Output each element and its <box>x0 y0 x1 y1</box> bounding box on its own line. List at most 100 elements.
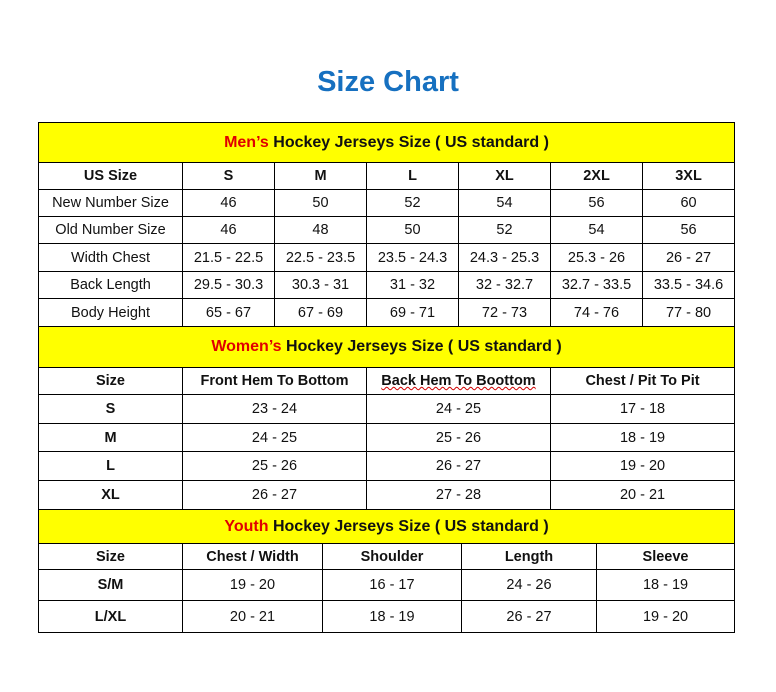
table-cell: 19 - 20 <box>595 600 736 633</box>
table-cell: 56 <box>641 216 736 244</box>
column-header: Chest / Width <box>182 543 323 570</box>
column-header: Length <box>461 543 597 570</box>
table-cell: 22.5 - 23.5 <box>274 243 367 272</box>
table-cell: 31 - 32 <box>366 271 459 299</box>
header-row: US Size S M L XL 2XL 3XL <box>38 162 736 190</box>
column-header: Back Hem To Boottom <box>366 367 551 395</box>
table-cell: 20 - 21 <box>549 480 736 510</box>
row-label: Back Length <box>38 271 183 299</box>
table-cell: 25 - 26 <box>366 423 551 452</box>
table-cell: 24.3 - 25.3 <box>458 243 551 272</box>
row-label: L/XL <box>38 600 183 633</box>
row-label: M <box>38 423 183 452</box>
table-cell: 19 - 20 <box>549 451 736 481</box>
table-cell: 26 - 27 <box>182 480 367 510</box>
header-row: Size Front Hem To Bottom Back Hem To Boott… <box>38 367 736 395</box>
table-cell: 50 <box>274 189 367 217</box>
women-highlight: Women’s <box>211 338 282 355</box>
table-cell: 24 - 26 <box>461 569 597 601</box>
row-label: S/M <box>38 569 183 601</box>
table-cell: 52 <box>366 189 459 217</box>
table-cell: 26 - 27 <box>366 451 551 481</box>
table-row: L/XL 20 - 21 18 - 19 26 - 27 19 - 20 <box>38 600 736 633</box>
header-row: Size Chest / Width Shoulder Length Sleeve <box>38 543 736 570</box>
table-cell: 54 <box>458 189 551 217</box>
men-size-table: Men’s Hockey Jerseys Size ( US standard … <box>37 122 736 327</box>
column-header: Chest / Pit To Pit <box>549 367 736 395</box>
youth-title-rest: Hockey Jerseys Size ( US standard ) <box>268 517 549 535</box>
table-cell: 24 - 25 <box>182 423 367 452</box>
table-cell: 33.5 - 34.6 <box>641 271 736 299</box>
table-row: Width Chest 21.5 - 22.5 22.5 - 23.5 23.5 - … <box>38 243 736 272</box>
table-cell: 18 - 19 <box>322 600 462 633</box>
table-cell: 25 - 26 <box>182 451 367 481</box>
table-cell: 54 <box>550 216 643 244</box>
table-cell: 26 - 27 <box>641 243 736 272</box>
youth-section-title: Youth Hockey Jerseys Size ( US standard … <box>37 509 736 544</box>
page-title: Size Chart <box>317 66 459 98</box>
table-cell: 17 - 18 <box>549 394 736 424</box>
youth-size-table: Youth Hockey Jerseys Size ( US standard … <box>37 509 736 633</box>
column-header: 2XL <box>550 162 643 190</box>
table-cell: 74 - 76 <box>550 298 643 327</box>
table-cell: 32 - 32.7 <box>458 271 551 299</box>
table-cell: 77 - 80 <box>641 298 736 327</box>
column-header: L <box>366 162 459 190</box>
women-title-rest: Hockey Jerseys Size ( US standard ) <box>281 338 562 355</box>
table-cell: 32.7 - 33.5 <box>550 271 643 299</box>
table-cell: 67 - 69 <box>274 298 367 327</box>
table-cell: 26 - 27 <box>461 600 597 633</box>
column-header: Size <box>38 543 183 570</box>
column-header: S <box>182 162 275 190</box>
column-header: Size <box>38 367 183 395</box>
table-cell: 24 - 25 <box>366 394 551 424</box>
table-cell: 23.5 - 24.3 <box>366 243 459 272</box>
table-row: M 24 - 25 25 - 26 18 - 19 <box>38 423 736 452</box>
table-cell: 52 <box>458 216 551 244</box>
women-size-table: Women’s Hockey Jerseys Size ( US standar… <box>37 326 736 510</box>
table-cell: 48 <box>274 216 367 244</box>
table-cell: 21.5 - 22.5 <box>182 243 275 272</box>
row-label: XL <box>38 480 183 510</box>
row-label: Old Number Size <box>38 216 183 244</box>
table-cell: 30.3 - 31 <box>274 271 367 299</box>
table-cell: 18 - 19 <box>595 569 736 601</box>
column-header-text: Back Hem To Boottom <box>381 373 536 389</box>
row-label: Body Height <box>38 298 183 327</box>
table-cell: 60 <box>641 189 736 217</box>
table-cell: 19 - 20 <box>182 569 323 601</box>
table-cell: 46 <box>182 216 275 244</box>
table-row: S 23 - 24 24 - 25 17 - 18 <box>38 394 736 424</box>
youth-highlight: Youth <box>224 517 269 535</box>
table-row: Old Number Size 46 48 50 52 54 56 <box>38 216 736 244</box>
table-cell: 69 - 71 <box>366 298 459 327</box>
column-header: Sleeve <box>595 543 736 570</box>
row-label: L <box>38 451 183 481</box>
column-header: M <box>274 162 367 190</box>
table-row: XL 26 - 27 27 - 28 20 - 21 <box>38 480 736 510</box>
table-cell: 29.5 - 30.3 <box>182 271 275 299</box>
table-cell: 25.3 - 26 <box>550 243 643 272</box>
table-row: New Number Size 46 50 52 54 56 60 <box>38 189 736 217</box>
column-header: Front Hem To Bottom <box>182 367 367 395</box>
table-row: L 25 - 26 26 - 27 19 - 20 <box>38 451 736 481</box>
column-header: 3XL <box>641 162 736 190</box>
women-section-title: Women’s Hockey Jerseys Size ( US standar… <box>37 326 736 368</box>
table-cell: 27 - 28 <box>366 480 551 510</box>
table-cell: 50 <box>366 216 459 244</box>
table-cell: 56 <box>550 189 643 217</box>
table-cell: 20 - 21 <box>182 600 323 633</box>
men-title-rest: Hockey Jerseys Size ( US standard ) <box>268 133 549 151</box>
table-row: S/M 19 - 20 16 - 17 24 - 26 18 - 19 <box>38 569 736 601</box>
row-label: Width Chest <box>38 243 183 272</box>
table-cell: 46 <box>182 189 275 217</box>
table-cell: 16 - 17 <box>322 569 462 601</box>
column-header: Shoulder <box>322 543 462 570</box>
table-cell: 65 - 67 <box>182 298 275 327</box>
table-cell: 18 - 19 <box>549 423 736 452</box>
column-header: US Size <box>38 162 183 190</box>
row-label: New Number Size <box>38 189 183 217</box>
table-cell: 72 - 73 <box>458 298 551 327</box>
column-header: XL <box>458 162 551 190</box>
men-section-title: Men’s Hockey Jerseys Size ( US standard … <box>37 122 736 163</box>
